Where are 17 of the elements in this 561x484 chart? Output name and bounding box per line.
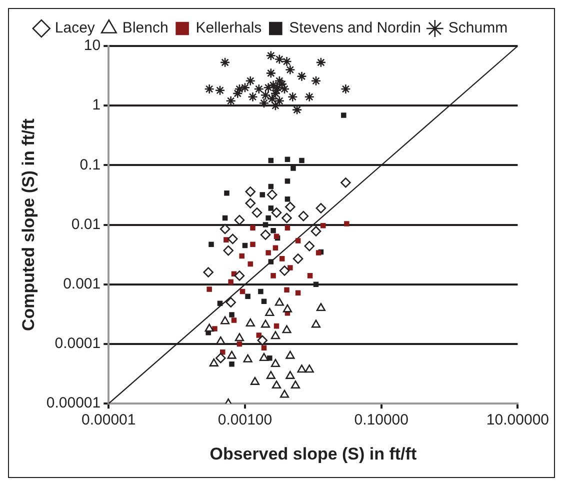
y-tick-label: 0.1 — [80, 156, 101, 174]
y-tick-label: 1 — [92, 96, 101, 114]
legend-label: Schumm — [448, 20, 508, 37]
y-tick-label: 0.00001 — [46, 394, 101, 412]
legend-label: Blench — [122, 20, 168, 37]
x-tick-label: 10.00000 — [486, 412, 550, 429]
y-tick-label: 0.001 — [63, 276, 101, 293]
x-tick-label: 0.00100 — [218, 412, 272, 429]
y-tick-label: 0.0001 — [54, 335, 101, 352]
y-tick-label: 0.01 — [71, 216, 101, 233]
legend-label: Kellerhals — [196, 20, 262, 37]
x-tick-label: 0.10000 — [354, 412, 408, 429]
x-axis-title: Observed slope (S) in ft/ft — [210, 444, 417, 464]
y-tick-label: 10 — [84, 37, 101, 54]
legend-label: Stevens and Nordin — [289, 20, 421, 37]
legend-label: Lacey — [54, 20, 96, 37]
y-axis-title: Computed slope (S) in ft/ft — [18, 118, 38, 332]
